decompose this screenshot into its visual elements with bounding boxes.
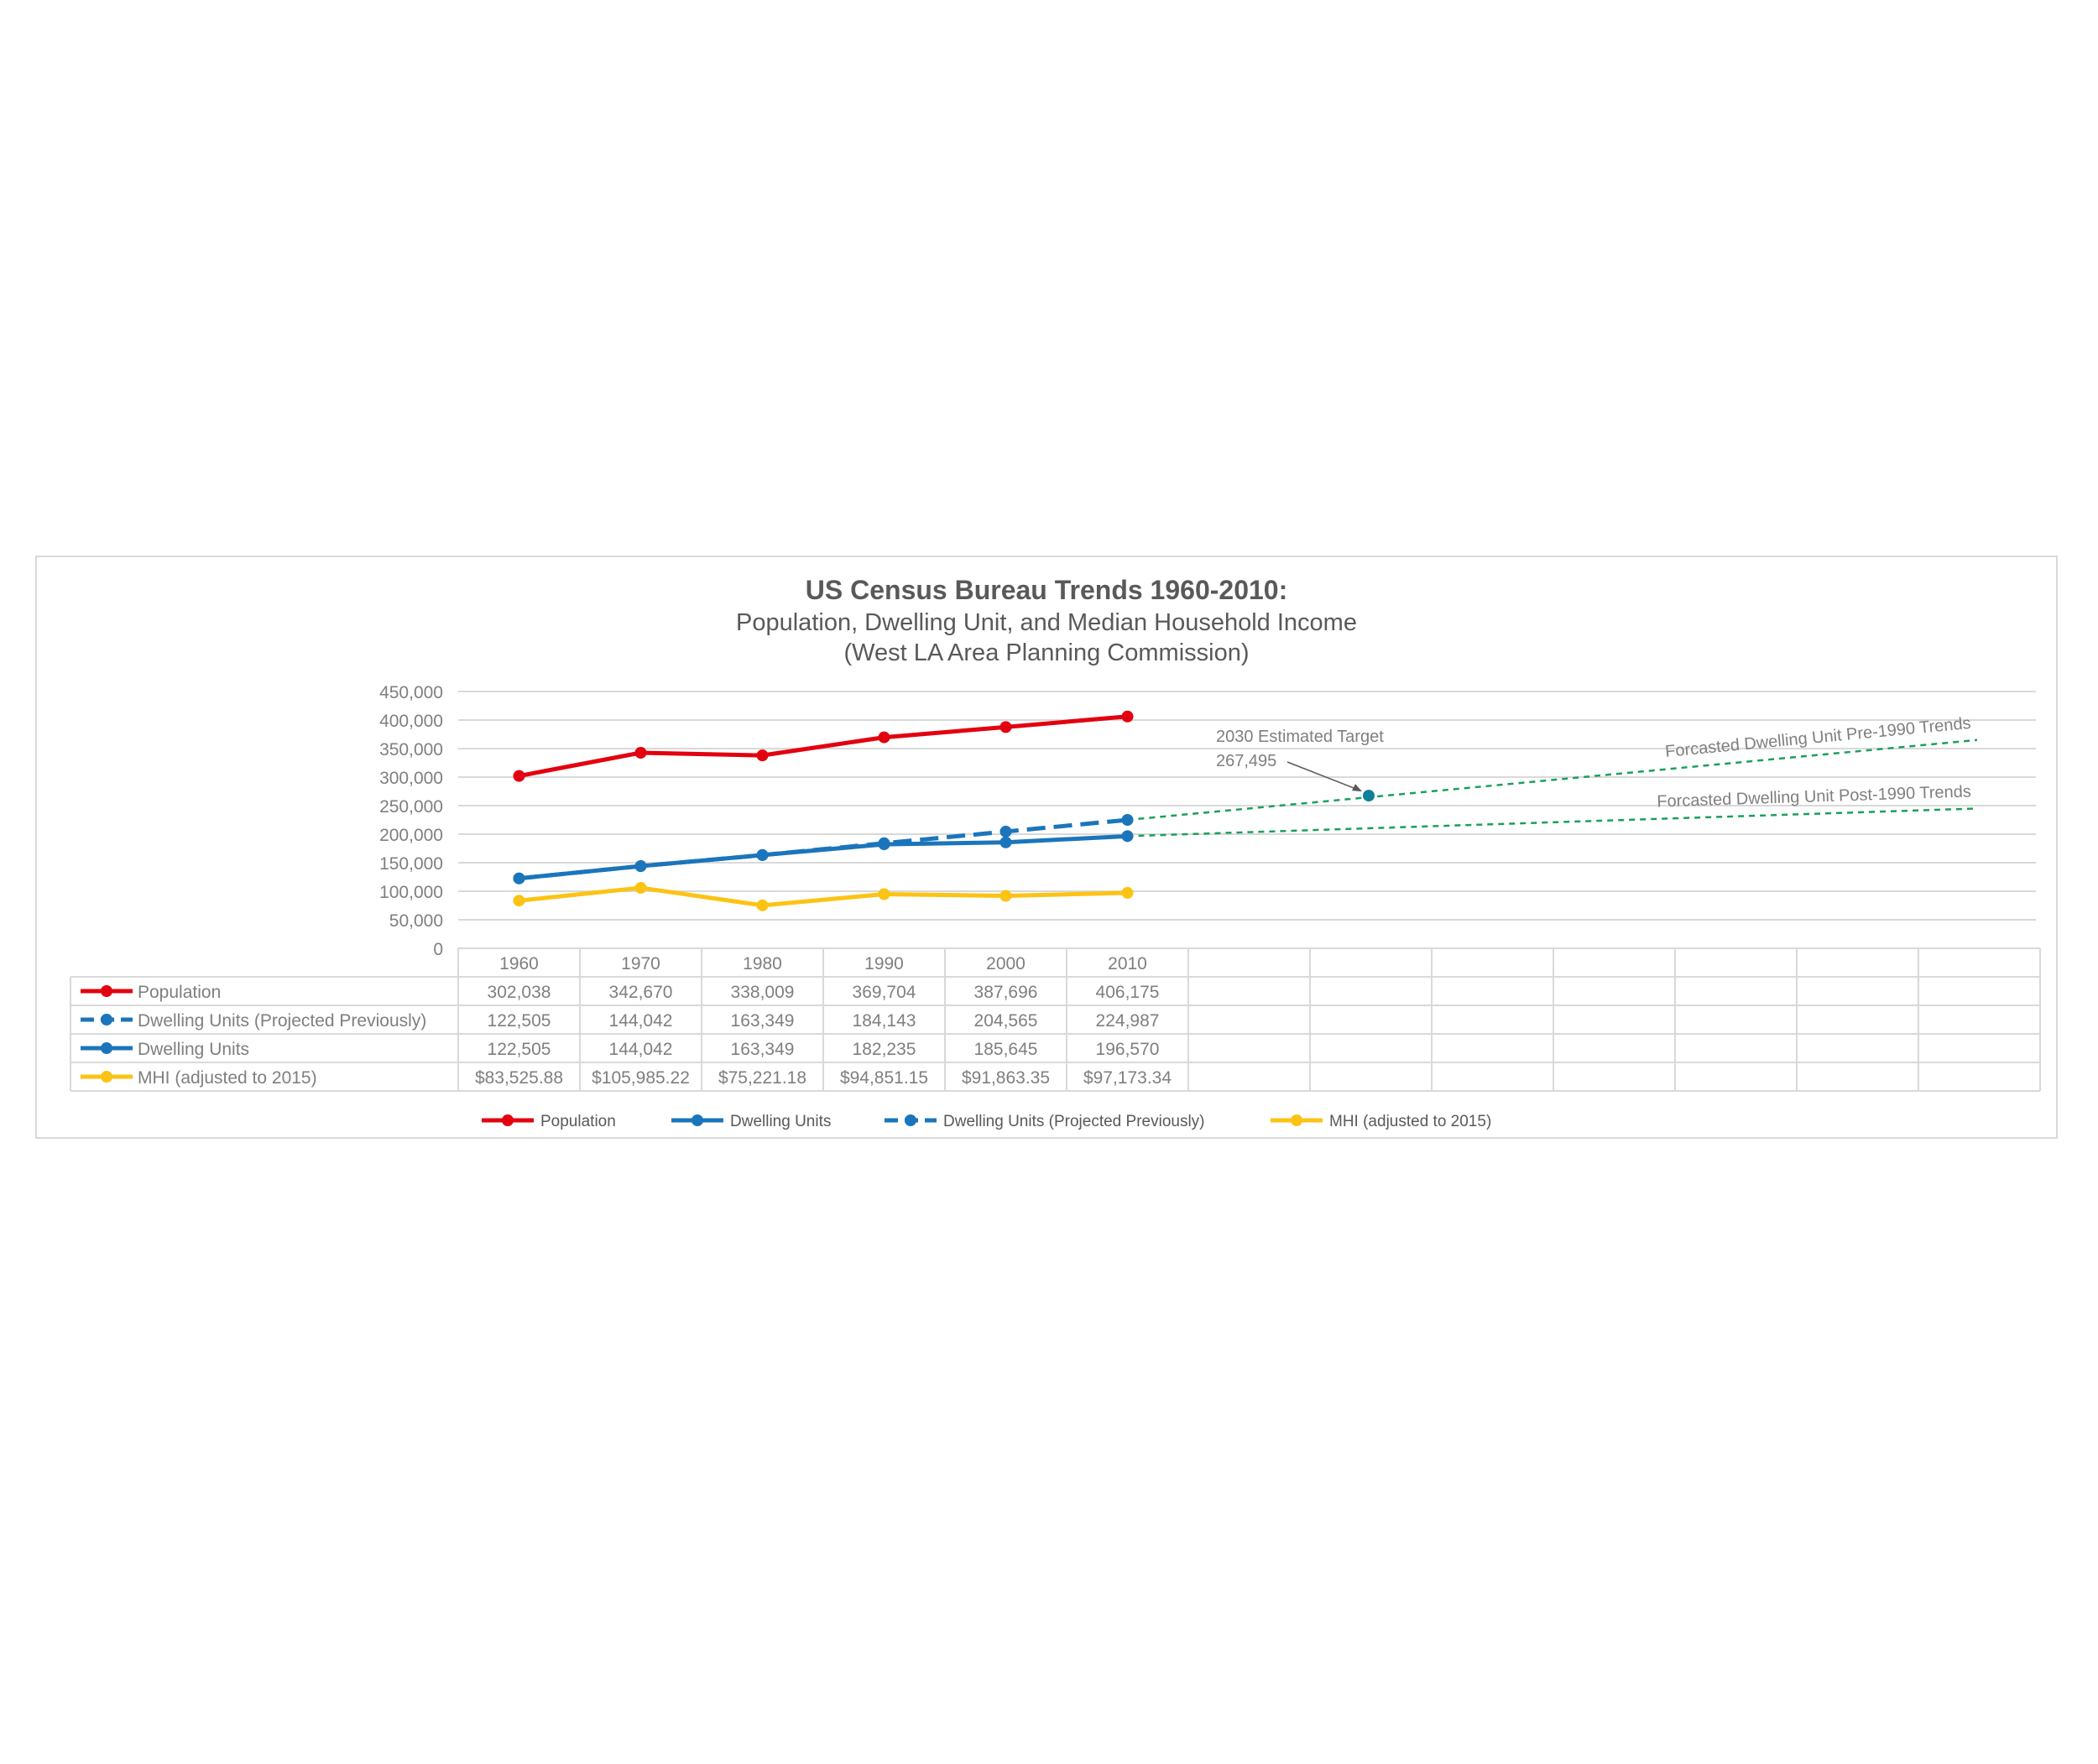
legend-marker	[692, 1114, 703, 1126]
y-tick-label: 300,000	[379, 769, 443, 788]
x-tick-label: 1990	[864, 954, 904, 973]
data-label: 122,505	[488, 1011, 551, 1031]
forecast-label: Forcasted Dwelling Unit Post-1990 Trends	[1657, 782, 1971, 811]
data-label: 196,570	[1096, 1040, 1160, 1059]
data-point	[513, 872, 525, 885]
target-annotation: 2030 Estimated Target 267,495	[1216, 728, 1384, 802]
y-tick-label: 150,000	[379, 854, 443, 874]
data-label: 387,696	[974, 983, 1038, 1002]
table-row-label: Dwelling Units (Projected Previously)	[138, 1011, 426, 1031]
data-label: 184,143	[853, 1011, 916, 1031]
data-point	[999, 836, 1012, 848]
series-line	[519, 714, 1128, 779]
chart-frame: US Census Bureau Trends 1960-2010: Popul…	[35, 556, 2058, 1139]
data-table: 1960 1970 1980 1990 2000 2010 Population 302,03…	[70, 947, 2041, 1092]
data-label: 369,704	[853, 983, 916, 1002]
data-point	[999, 721, 1012, 733]
data-point	[634, 881, 647, 894]
legend-label: MHI (adjusted to 2015)	[1329, 1113, 1491, 1130]
y-tick-label: 50,000	[389, 911, 443, 931]
data-point	[999, 825, 1012, 838]
series-line	[519, 885, 1128, 908]
y-tick-label: 250,000	[379, 797, 443, 817]
data-label: $94,851.15	[840, 1068, 928, 1088]
y-tick-label: 350,000	[379, 740, 443, 759]
data-label: 144,042	[609, 1011, 673, 1031]
table-row-label: Population	[138, 983, 221, 1002]
data-point	[634, 860, 647, 873]
data-label: 122,505	[488, 1040, 551, 1059]
table-legend-marker	[101, 1071, 112, 1083]
data-point	[513, 895, 525, 907]
data-label: $83,525.88	[475, 1068, 563, 1088]
data-label: 302,038	[488, 983, 551, 1002]
data-point	[634, 746, 647, 759]
data-point	[999, 890, 1012, 902]
chart-subtitle: Population, Dwelling Unit, and Median Ho…	[736, 609, 1357, 636]
series-lines	[513, 710, 1134, 911]
chart-subtitle-2: (West LA Area Planning Commission)	[843, 639, 1249, 666]
y-tick-label: 0	[433, 940, 443, 959]
y-tick-label: 450,000	[379, 683, 443, 702]
legend-marker	[502, 1114, 514, 1126]
forecast-line	[1127, 807, 1978, 838]
data-point	[878, 838, 890, 851]
legend-label: Dwelling Units (Projected Previously)	[943, 1113, 1205, 1130]
data-label: 204,565	[974, 1011, 1038, 1031]
table-legend-marker	[101, 1014, 112, 1026]
data-label: $91,863.35	[962, 1068, 1050, 1088]
data-point	[1121, 886, 1134, 899]
y-tick-label: 100,000	[379, 883, 443, 902]
x-tick-label: 2010	[1108, 954, 1147, 973]
legend-label: Dwelling Units	[730, 1113, 831, 1130]
data-label: 144,042	[609, 1040, 673, 1059]
data-label: 163,349	[731, 1040, 795, 1059]
data-point	[878, 731, 890, 744]
x-tick-label: 1960	[499, 954, 539, 973]
data-point	[1121, 710, 1134, 723]
forecast-label: Forcasted Dwelling Unit Pre-1990 Trends	[1664, 714, 1971, 761]
data-point	[1121, 814, 1134, 827]
y-axis-ticks: 450,000 400,000 350,000 300,000 250,000 200,0…	[379, 683, 443, 959]
y-tick-label: 200,000	[379, 826, 443, 845]
data-point	[513, 770, 525, 782]
legend: Population Dwelling Units Dwelling Units (…	[482, 1113, 1491, 1130]
chart: US Census Bureau Trends 1960-2010: Popul…	[70, 575, 2041, 1130]
x-tick-label: 1980	[743, 954, 782, 973]
annotation-label: 2030 Estimated Target	[1216, 728, 1384, 746]
legend-marker	[1291, 1114, 1302, 1126]
x-tick-label: 2000	[986, 954, 1026, 973]
table-row-label: Dwelling Units	[138, 1040, 249, 1059]
data-label: 182,235	[853, 1040, 916, 1059]
data-label: 342,670	[609, 983, 673, 1002]
annotation-arrowhead	[1352, 784, 1362, 792]
data-point	[756, 899, 769, 911]
data-point	[1121, 830, 1134, 843]
legend-label: Population	[540, 1113, 616, 1130]
data-label: $105,985.22	[592, 1068, 690, 1088]
data-point	[756, 749, 769, 762]
y-tick-label: 400,000	[379, 712, 443, 731]
table-legend-marker	[101, 985, 112, 997]
annotation-leader	[1286, 761, 1361, 791]
table-legend-marker	[101, 1042, 112, 1054]
data-label: $75,221.18	[718, 1068, 806, 1088]
legend-marker	[905, 1114, 916, 1126]
table-row-label: MHI (adjusted to 2015)	[138, 1068, 317, 1088]
data-label: 338,009	[731, 983, 795, 1002]
series-line	[519, 833, 1128, 881]
forecast-line	[1127, 738, 1978, 822]
x-tick-label: 1970	[621, 954, 660, 973]
data-label: 406,175	[1096, 983, 1160, 1002]
target-point	[1363, 790, 1375, 802]
data-point	[878, 888, 890, 900]
chart-title: US Census Bureau Trends 1960-2010:	[806, 575, 1287, 605]
data-label: 163,349	[731, 1011, 795, 1031]
data-label: 224,987	[1096, 1011, 1160, 1031]
data-label: $97,173.34	[1083, 1068, 1172, 1088]
data-label: 185,645	[974, 1040, 1038, 1059]
data-point	[756, 848, 769, 861]
annotation-value: 267,495	[1216, 752, 1276, 770]
